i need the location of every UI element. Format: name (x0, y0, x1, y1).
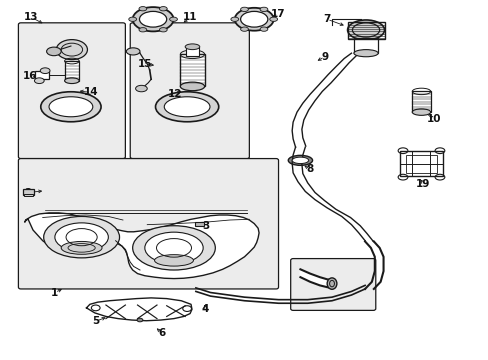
Text: 7: 7 (323, 14, 330, 24)
FancyBboxPatch shape (130, 23, 249, 158)
Ellipse shape (128, 17, 136, 21)
Ellipse shape (137, 318, 142, 322)
Ellipse shape (291, 157, 308, 163)
Polygon shape (25, 213, 259, 279)
Ellipse shape (411, 109, 430, 115)
Ellipse shape (164, 97, 209, 117)
Ellipse shape (61, 242, 102, 254)
Text: 15: 15 (137, 59, 152, 69)
Ellipse shape (260, 27, 267, 31)
FancyBboxPatch shape (19, 158, 278, 289)
Ellipse shape (353, 50, 377, 57)
Text: 13: 13 (24, 13, 39, 22)
Ellipse shape (64, 78, 79, 84)
Ellipse shape (159, 6, 167, 11)
Text: 6: 6 (158, 328, 165, 338)
Ellipse shape (169, 17, 177, 21)
Ellipse shape (180, 82, 204, 91)
Text: 16: 16 (23, 71, 38, 81)
Ellipse shape (326, 278, 336, 289)
Polygon shape (300, 269, 330, 288)
Text: 5: 5 (92, 316, 100, 326)
Text: 4: 4 (202, 303, 209, 314)
Bar (23, 189, 34, 195)
Ellipse shape (56, 40, 87, 60)
Ellipse shape (49, 97, 93, 117)
Ellipse shape (139, 12, 166, 27)
Text: 3: 3 (202, 221, 209, 231)
Ellipse shape (132, 7, 173, 31)
Ellipse shape (230, 17, 238, 21)
Ellipse shape (159, 28, 167, 32)
Bar (24, 194, 33, 197)
Text: 19: 19 (415, 179, 430, 189)
Ellipse shape (240, 12, 267, 27)
Ellipse shape (287, 156, 312, 165)
Bar (411, 91, 430, 112)
Bar (35, 71, 49, 79)
Text: 10: 10 (426, 114, 441, 124)
Ellipse shape (46, 47, 61, 56)
Ellipse shape (132, 226, 215, 270)
Polygon shape (86, 298, 192, 321)
Ellipse shape (347, 20, 384, 40)
Bar (180, 54, 204, 86)
Text: 2: 2 (24, 188, 32, 198)
Ellipse shape (55, 223, 108, 251)
Ellipse shape (43, 216, 119, 258)
Ellipse shape (234, 8, 273, 31)
Ellipse shape (260, 7, 267, 12)
Text: 12: 12 (168, 89, 183, 99)
Ellipse shape (139, 28, 146, 32)
Ellipse shape (34, 78, 44, 84)
Text: 11: 11 (183, 13, 197, 22)
Bar (64, 61, 79, 81)
Ellipse shape (240, 27, 248, 31)
Ellipse shape (139, 6, 146, 11)
Bar (186, 47, 199, 56)
Ellipse shape (155, 92, 218, 122)
FancyBboxPatch shape (19, 23, 125, 158)
Polygon shape (291, 51, 363, 147)
FancyBboxPatch shape (290, 258, 375, 310)
Ellipse shape (126, 48, 140, 55)
Bar (195, 222, 203, 226)
Ellipse shape (240, 7, 248, 12)
Text: 8: 8 (306, 164, 313, 174)
Text: 18: 18 (147, 13, 162, 22)
Ellipse shape (185, 44, 200, 50)
Text: 9: 9 (321, 52, 327, 62)
Bar (347, 22, 384, 39)
Ellipse shape (40, 68, 50, 73)
Polygon shape (291, 147, 372, 242)
Ellipse shape (41, 92, 101, 122)
Text: 17: 17 (271, 9, 285, 19)
Ellipse shape (144, 232, 203, 264)
Text: 1: 1 (51, 288, 59, 297)
Text: 14: 14 (84, 87, 99, 98)
Ellipse shape (269, 17, 277, 21)
Bar (405, 155, 436, 173)
Bar (353, 38, 377, 53)
Ellipse shape (154, 255, 193, 266)
Ellipse shape (135, 85, 147, 92)
Bar (399, 152, 442, 176)
